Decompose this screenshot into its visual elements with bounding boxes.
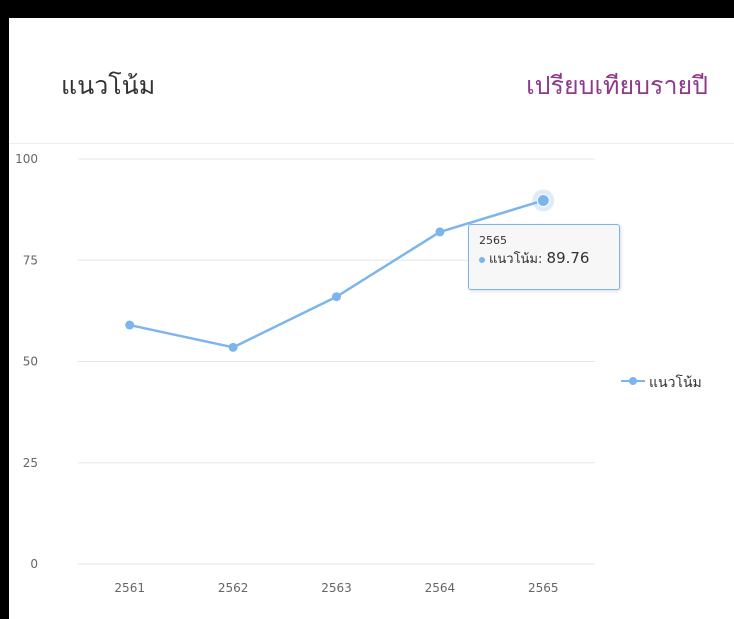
tooltip-series-name: แนวโน้ม [489, 252, 538, 267]
data-point[interactable] [229, 343, 238, 352]
y-tick-label: 100 [15, 152, 38, 166]
y-tick-label: 25 [23, 456, 38, 470]
data-point[interactable] [125, 321, 134, 330]
y-tick-label: 0 [30, 557, 38, 571]
tooltip-header: 2565 [479, 233, 619, 248]
grid-lines [78, 159, 595, 564]
chart-card: แนวโน้ม เปรียบเทียบรายปี 0 25 50 75 100 2561… [9, 18, 734, 619]
tooltip-series-dot [479, 257, 485, 263]
x-tick-label: 2563 [321, 581, 352, 595]
x-tick-label: 2561 [114, 581, 145, 595]
line-chart: 0 25 50 75 100 2561 2562 2563 2564 2565 [9, 18, 734, 619]
data-point[interactable] [537, 194, 549, 206]
y-tick-label: 50 [23, 355, 38, 369]
x-axis-labels: 2561 2562 2563 2564 2565 [114, 581, 558, 595]
data-point[interactable] [435, 227, 444, 236]
legend-symbol-icon [621, 371, 645, 391]
tooltip-separator: : [538, 252, 547, 267]
tooltip: 2565 แนวโน้ม: 89.76 [468, 224, 620, 290]
x-tick-label: 2562 [218, 581, 249, 595]
x-tick-label: 2564 [425, 581, 456, 595]
tooltip-row: แนวโน้ม: 89.76 [479, 248, 619, 270]
legend-label: แนวโน้ม [649, 372, 702, 394]
tooltip-value: 89.76 [547, 249, 590, 267]
y-tick-label: 75 [23, 253, 38, 267]
x-tick-label: 2565 [528, 581, 559, 595]
y-axis-labels: 0 25 50 75 100 [15, 152, 38, 571]
data-point[interactable] [332, 292, 341, 301]
